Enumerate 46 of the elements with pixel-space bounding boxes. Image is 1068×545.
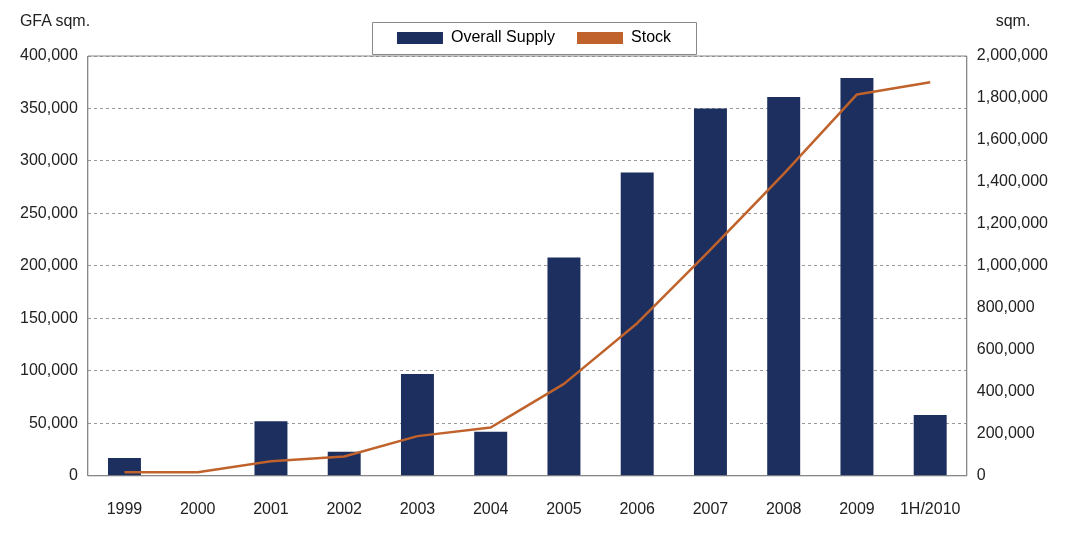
y2-tick-label: 1,600,000 bbox=[976, 130, 1049, 148]
x-tick-label: 2001 bbox=[253, 499, 289, 517]
x-tick-label: 2002 bbox=[326, 499, 363, 517]
y-tick-label: 350,000 bbox=[19, 98, 78, 116]
x-tick-label: 1H/2010 bbox=[899, 499, 961, 517]
bar bbox=[840, 78, 874, 476]
x-tick-label: 2005 bbox=[546, 499, 582, 517]
bar bbox=[107, 457, 141, 476]
y-tick-label: 100,000 bbox=[19, 361, 78, 379]
x-tick-label: 2004 bbox=[472, 499, 509, 517]
x-tick-label: 2009 bbox=[839, 499, 875, 517]
y-tick-label: 250,000 bbox=[19, 203, 78, 221]
y-tick-label: 150,000 bbox=[19, 308, 78, 326]
bar bbox=[474, 431, 508, 476]
y2-tick-label: 400,000 bbox=[976, 382, 1035, 400]
bar bbox=[693, 108, 727, 476]
y2-tick-label: 800,000 bbox=[976, 298, 1035, 316]
y2-tick-label: 200,000 bbox=[976, 424, 1035, 442]
legend-label: Stock bbox=[631, 28, 673, 46]
y2-tick-label: 600,000 bbox=[976, 340, 1035, 358]
x-tick-label: 1999 bbox=[106, 499, 143, 517]
y2-tick-label: 1,400,000 bbox=[976, 172, 1049, 190]
x-tick-label: 2008 bbox=[765, 499, 802, 517]
y2-tick-label: 2,000,000 bbox=[976, 46, 1049, 64]
x-tick-label: 2003 bbox=[399, 499, 436, 517]
bar bbox=[400, 374, 434, 476]
y-tick-label: 400,000 bbox=[19, 46, 78, 64]
x-tick-label: 2007 bbox=[692, 499, 729, 517]
bar bbox=[254, 421, 288, 476]
x-tick-label: 2006 bbox=[619, 499, 656, 517]
y-tick-label: 200,000 bbox=[19, 256, 78, 274]
y2-tick-label: 0 bbox=[976, 466, 986, 484]
y-tick-label: 300,000 bbox=[19, 151, 78, 169]
bar bbox=[547, 257, 581, 476]
bar bbox=[913, 414, 947, 476]
x-tick-label: 2000 bbox=[179, 499, 216, 517]
bar bbox=[767, 96, 801, 476]
y-axis-title: GFA sqm. bbox=[19, 12, 91, 30]
y-tick-label: 50,000 bbox=[28, 413, 78, 431]
y2-tick-label: 1,800,000 bbox=[976, 88, 1049, 106]
y2-tick-label: 1,000,000 bbox=[976, 256, 1049, 274]
bar bbox=[620, 172, 654, 476]
legend-label: Overall Supply bbox=[450, 28, 556, 46]
y2-tick-label: 1,200,000 bbox=[976, 214, 1049, 232]
y-tick-label: 0 bbox=[68, 466, 78, 484]
y2-axis-title: sqm. bbox=[995, 12, 1031, 30]
